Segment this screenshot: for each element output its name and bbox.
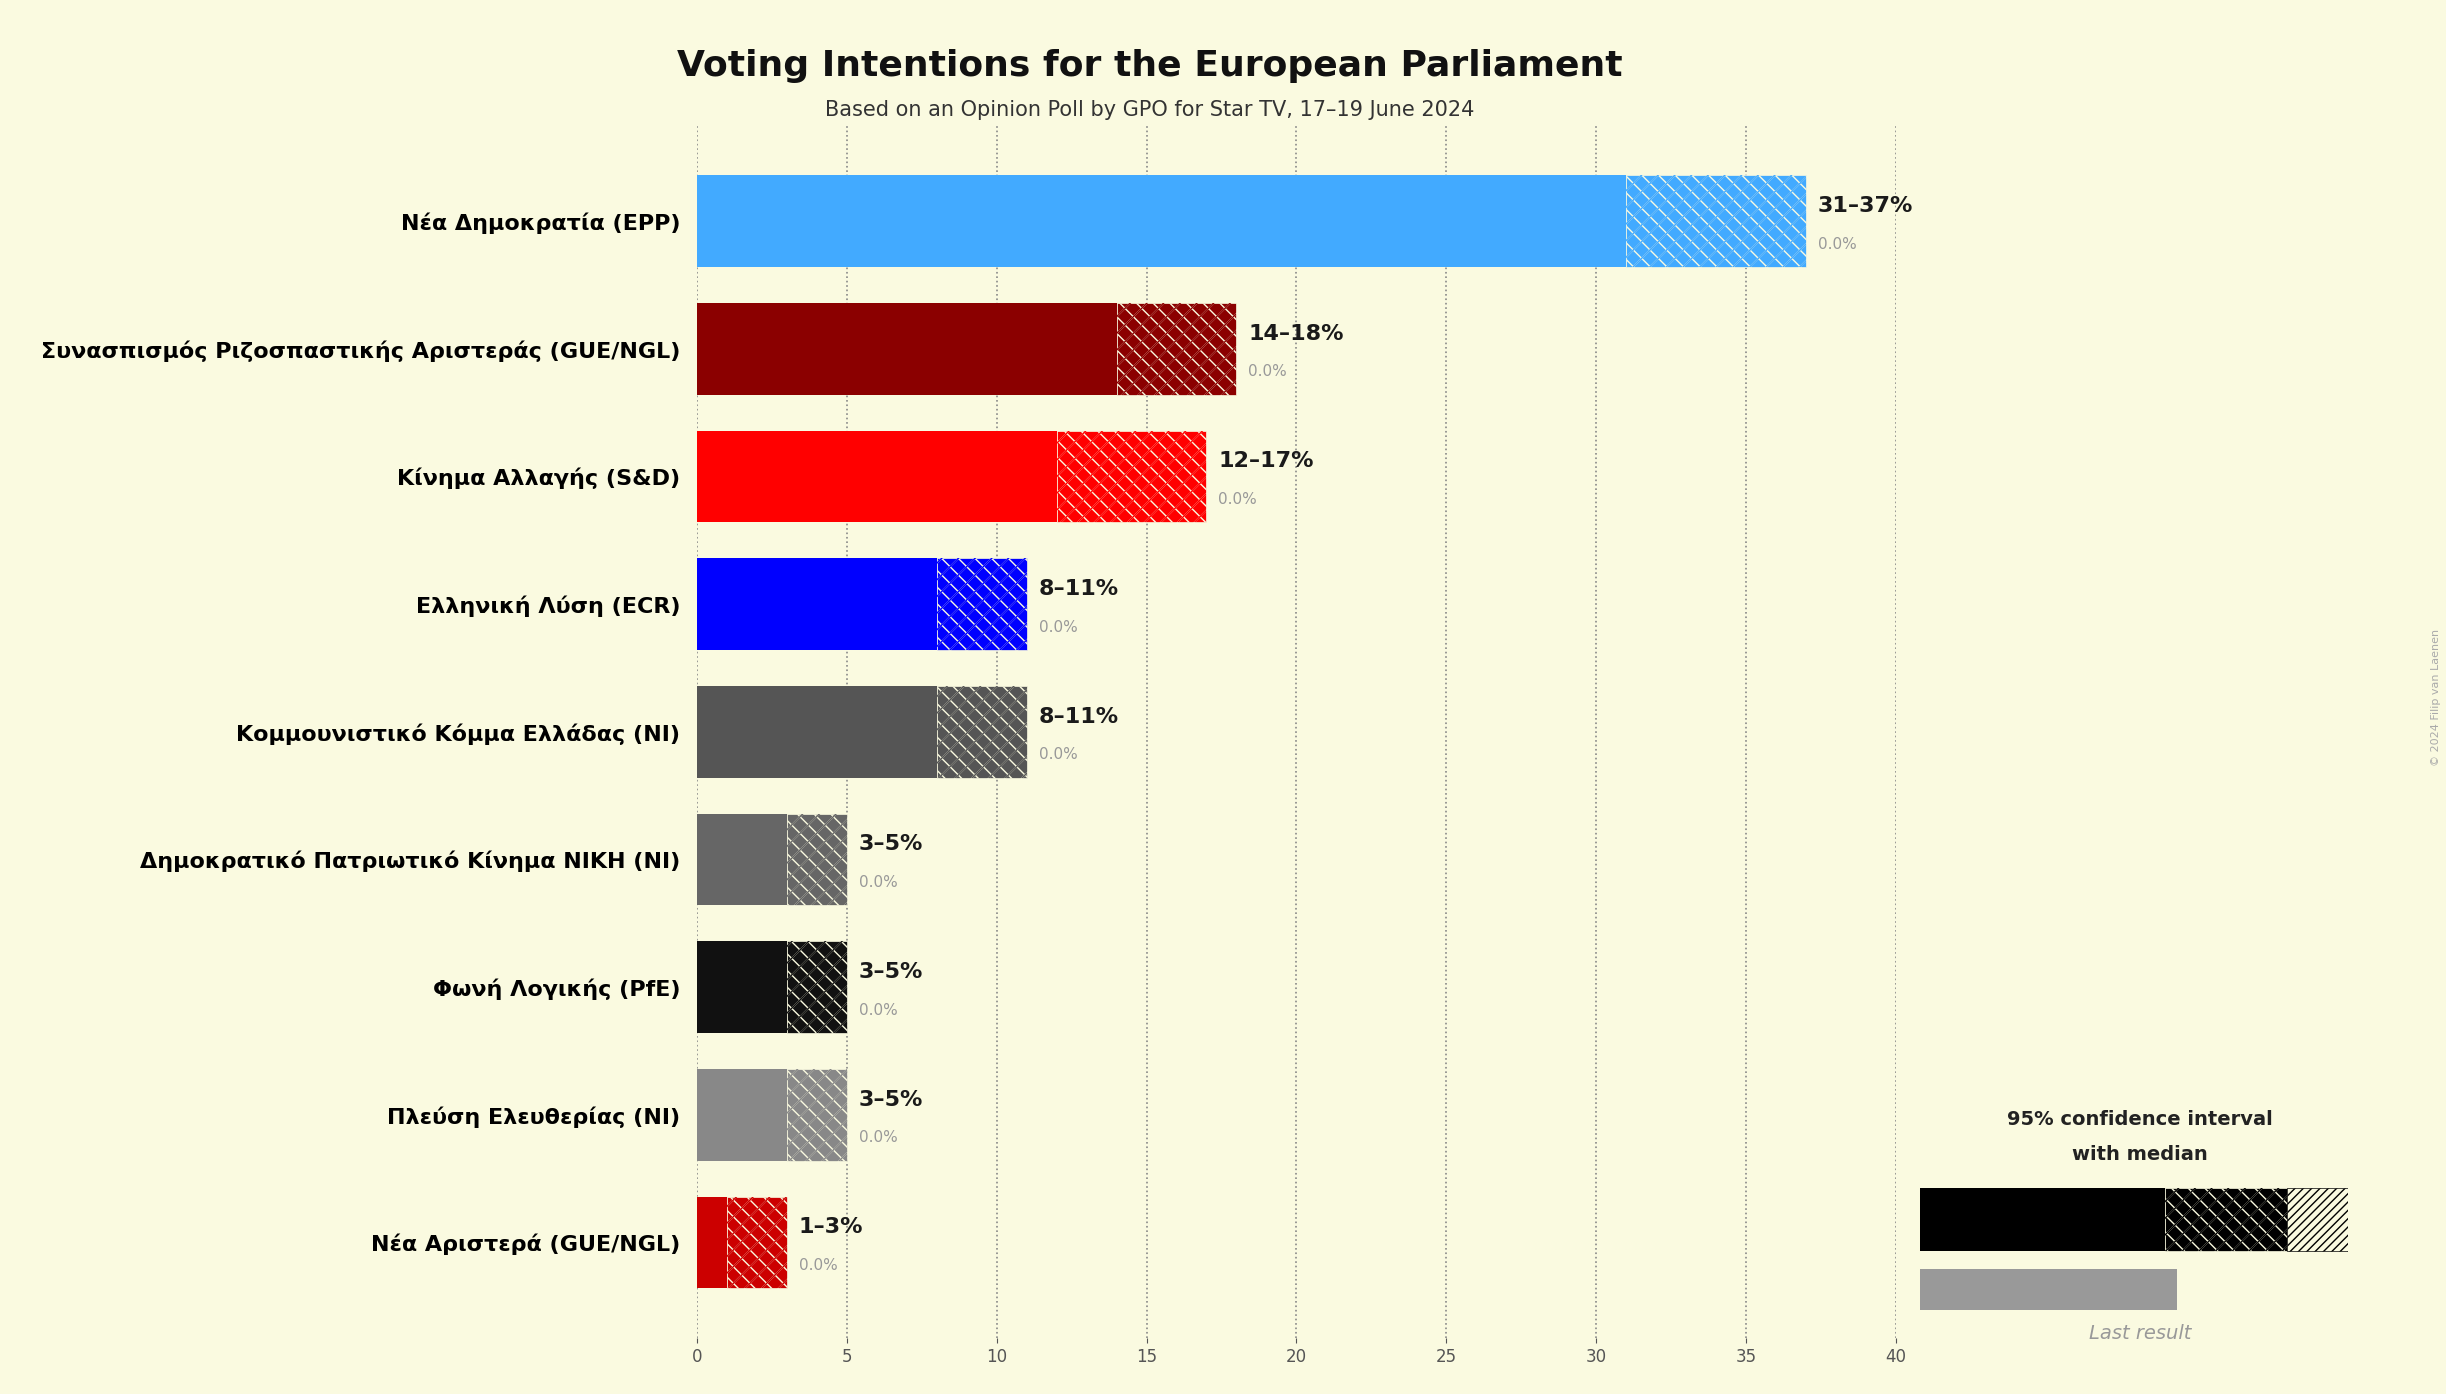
Text: 3–5%: 3–5% [859,834,922,855]
Bar [937,558,1027,650]
Text: 12–17%: 12–17% [1218,452,1314,471]
Bar [1627,176,1805,268]
Bar [2165,1188,2287,1252]
Bar [697,941,788,1033]
Text: 31–37%: 31–37% [1817,197,1913,216]
Bar [2165,1188,2287,1252]
Bar [697,176,1627,268]
Bar [697,431,1057,523]
Text: Based on an Opinion Poll by GPO for Star TV, 17–19 June 2024: Based on an Opinion Poll by GPO for Star… [824,100,1475,120]
Text: 0.0%: 0.0% [1040,620,1076,634]
Bar [788,941,846,1033]
Text: 14–18%: 14–18% [1247,323,1343,343]
Bar [697,302,1115,395]
Bar [937,558,1027,650]
Bar [697,814,788,906]
Bar [788,1069,846,1161]
Bar [1627,176,1805,268]
Bar [788,814,846,906]
Text: 8–11%: 8–11% [1040,707,1118,726]
Text: Last result: Last result [2089,1324,2192,1344]
Bar [788,941,846,1033]
Bar [1115,302,1238,395]
Text: 0.0%: 0.0% [859,1002,898,1018]
Bar [697,686,937,778]
Text: 8–11%: 8–11% [1040,579,1118,599]
Bar [2287,1188,2348,1252]
Bar [1057,431,1206,523]
Text: 0.0%: 0.0% [1040,747,1076,763]
Bar [697,1069,788,1161]
Bar [788,814,846,906]
Text: 0.0%: 0.0% [1218,492,1257,507]
Bar [1057,431,1206,523]
Text: with median: with median [2072,1144,2209,1164]
Bar [726,1196,788,1288]
Bar [788,1069,846,1161]
Bar [726,1196,788,1288]
Text: © 2024 Filip van Laenen: © 2024 Filip van Laenen [2431,629,2441,765]
Bar [697,1196,726,1288]
Text: 0.0%: 0.0% [1817,237,1857,252]
Bar [697,558,937,650]
Text: 3–5%: 3–5% [859,962,922,981]
Bar [937,686,1027,778]
Text: 0.0%: 0.0% [859,1131,898,1146]
Bar [1920,1188,2165,1252]
Text: 0.0%: 0.0% [859,875,898,889]
Bar [937,686,1027,778]
Text: 95% confidence interval: 95% confidence interval [2008,1110,2272,1129]
Text: 0.0%: 0.0% [800,1257,837,1273]
Text: 3–5%: 3–5% [859,1090,922,1110]
Text: 1–3%: 1–3% [800,1217,863,1236]
Text: Voting Intentions for the European Parliament: Voting Intentions for the European Parli… [678,49,1622,82]
Bar [1115,302,1238,395]
Text: 0.0%: 0.0% [1247,364,1287,379]
